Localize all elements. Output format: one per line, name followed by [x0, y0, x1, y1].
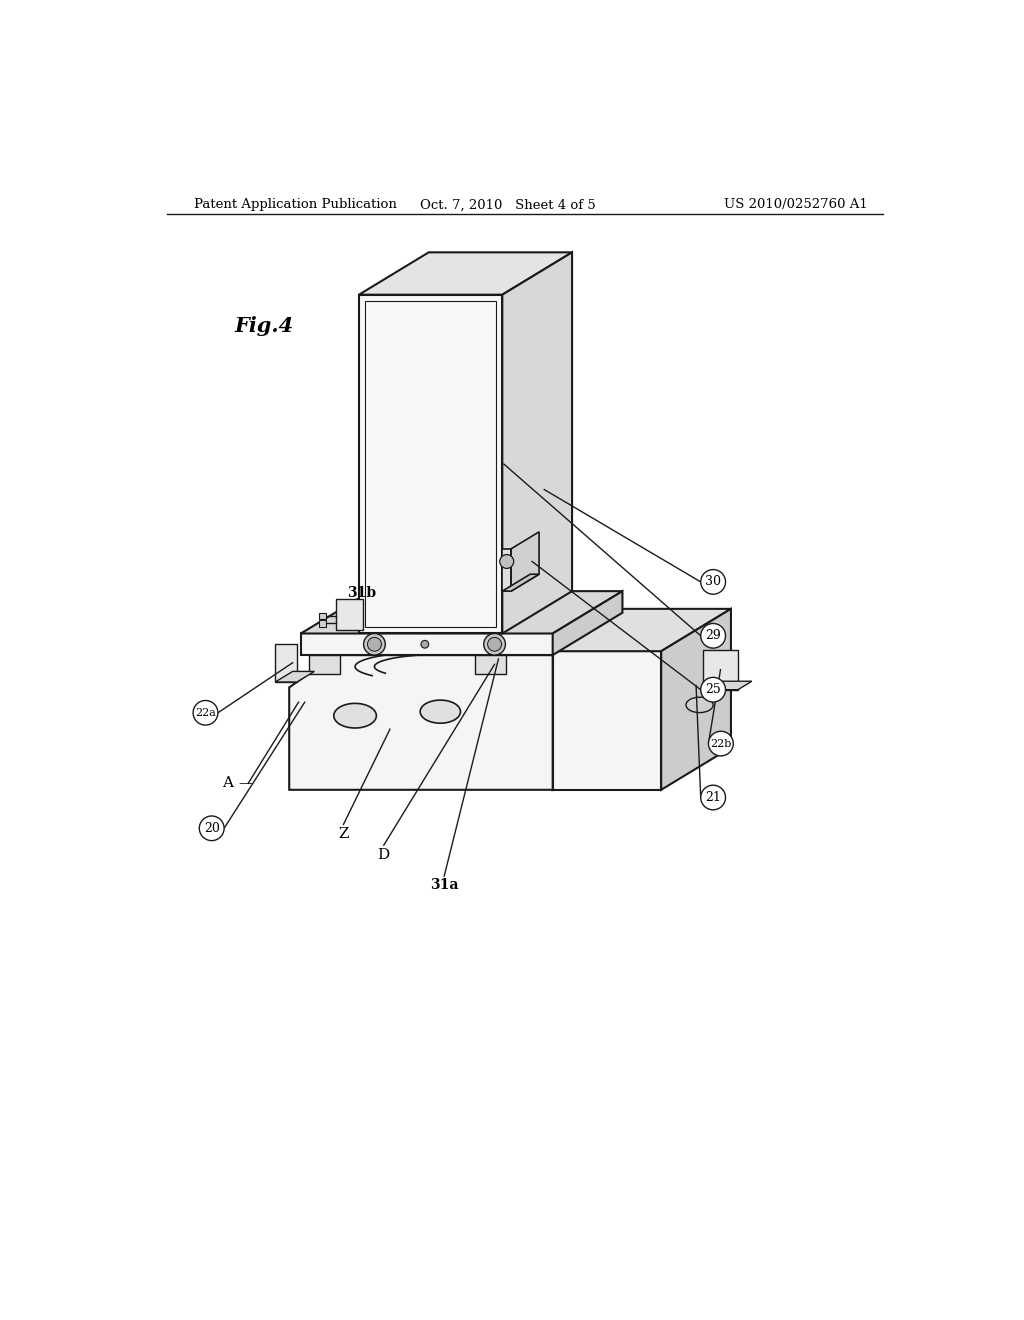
Polygon shape: [703, 649, 738, 689]
Text: 21: 21: [706, 791, 721, 804]
Polygon shape: [475, 643, 527, 655]
Polygon shape: [359, 294, 503, 634]
Circle shape: [364, 634, 385, 655]
Text: 20: 20: [204, 822, 219, 834]
Text: Patent Application Publication: Patent Application Publication: [194, 198, 396, 211]
Text: Z: Z: [338, 828, 349, 841]
Circle shape: [368, 638, 381, 651]
Circle shape: [700, 570, 726, 594]
Text: 31b: 31b: [347, 586, 377, 599]
Ellipse shape: [420, 700, 461, 723]
Polygon shape: [318, 612, 327, 619]
Text: Oct. 7, 2010   Sheet 4 of 5: Oct. 7, 2010 Sheet 4 of 5: [420, 198, 596, 211]
Circle shape: [709, 731, 733, 756]
Text: US 2010/0252760 A1: US 2010/0252760 A1: [724, 198, 868, 211]
Text: 30: 30: [706, 576, 721, 589]
Polygon shape: [275, 672, 314, 682]
Circle shape: [700, 623, 726, 648]
Circle shape: [194, 701, 218, 725]
Circle shape: [700, 785, 726, 809]
Text: 22b: 22b: [711, 739, 731, 748]
Polygon shape: [318, 620, 327, 627]
Polygon shape: [475, 655, 506, 675]
Text: 25: 25: [706, 684, 721, 696]
Polygon shape: [553, 609, 731, 651]
Text: 29: 29: [706, 630, 721, 643]
Polygon shape: [553, 591, 623, 655]
Polygon shape: [503, 549, 511, 591]
Polygon shape: [511, 532, 539, 591]
Polygon shape: [553, 651, 662, 789]
Circle shape: [500, 554, 514, 569]
Circle shape: [421, 640, 429, 648]
Polygon shape: [662, 609, 731, 789]
Polygon shape: [503, 252, 572, 634]
Polygon shape: [336, 599, 362, 630]
Circle shape: [483, 634, 506, 655]
Polygon shape: [301, 591, 623, 634]
Polygon shape: [308, 655, 340, 675]
Polygon shape: [275, 644, 297, 682]
Polygon shape: [301, 634, 553, 655]
Polygon shape: [503, 574, 539, 591]
Polygon shape: [703, 681, 752, 689]
Text: A: A: [221, 776, 232, 791]
Circle shape: [200, 816, 224, 841]
Polygon shape: [553, 612, 623, 789]
Polygon shape: [308, 643, 360, 655]
Text: 31a: 31a: [430, 878, 459, 892]
Polygon shape: [359, 252, 572, 294]
Text: Fig.4: Fig.4: [234, 317, 294, 337]
Polygon shape: [289, 655, 553, 789]
Circle shape: [487, 638, 502, 651]
Text: D: D: [378, 849, 390, 862]
Text: 22a: 22a: [195, 708, 216, 718]
Ellipse shape: [686, 697, 713, 713]
Polygon shape: [336, 612, 623, 655]
Ellipse shape: [334, 704, 377, 729]
Circle shape: [700, 677, 726, 702]
Text: —: —: [239, 776, 253, 791]
